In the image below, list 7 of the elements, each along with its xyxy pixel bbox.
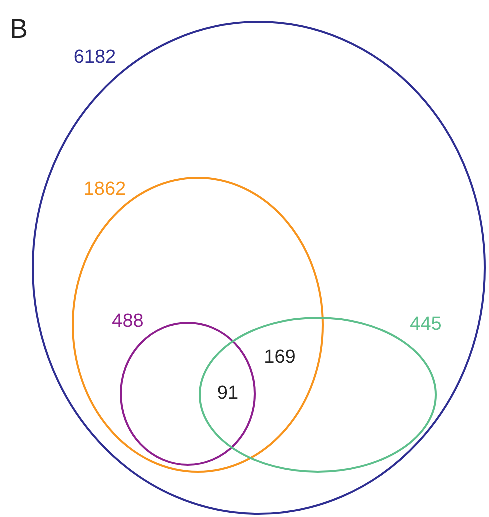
data-label: 445 xyxy=(410,314,442,336)
text: B xyxy=(10,14,28,44)
data-label: 488 xyxy=(112,311,144,332)
data-label: 6182 xyxy=(74,47,116,68)
data-label: 1862 xyxy=(84,179,126,200)
text: 91 xyxy=(217,383,239,404)
text: 169 xyxy=(264,347,296,368)
